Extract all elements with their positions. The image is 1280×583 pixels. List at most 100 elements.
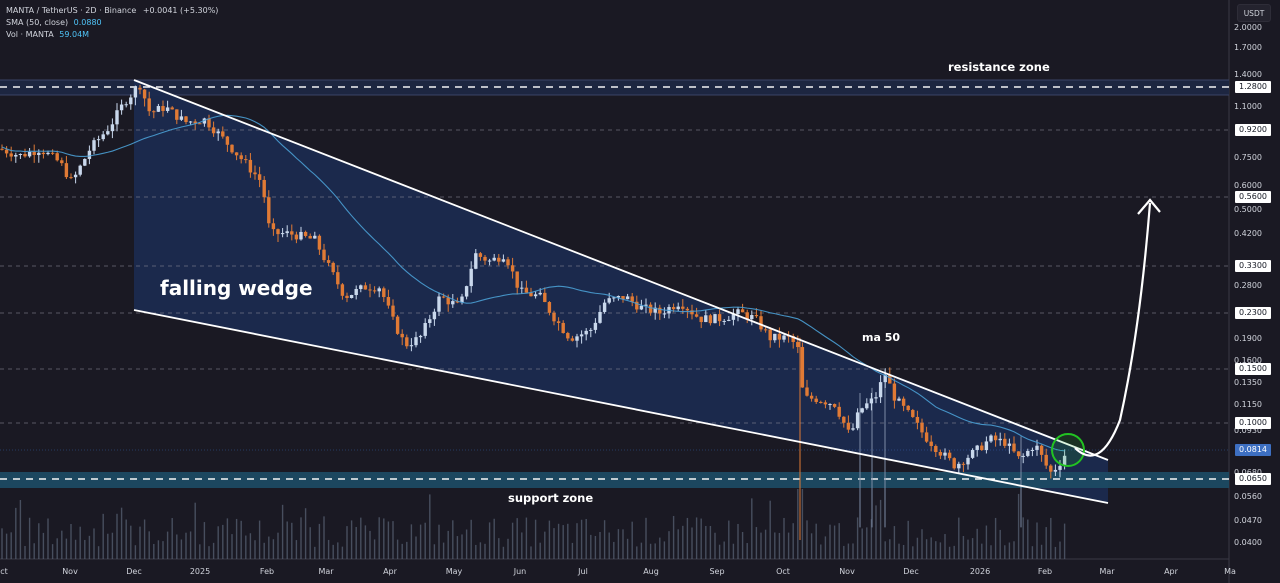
candle-body (943, 452, 947, 456)
candle-body (1044, 454, 1048, 466)
candle-body (805, 387, 809, 396)
candle-body (543, 292, 547, 303)
candle-body (699, 316, 703, 323)
candle-body (561, 322, 565, 334)
price-tick-label: 0.4200 (1234, 229, 1262, 238)
candle-body (27, 151, 32, 157)
candle-body (869, 398, 874, 404)
candle-body (690, 310, 694, 315)
price-tick-label: 2.0000 (1234, 23, 1262, 32)
candle-body (768, 329, 772, 341)
candle-body (368, 289, 372, 291)
time-tick-label: Feb (259, 567, 275, 576)
candle-body (299, 231, 303, 240)
candle-body (763, 329, 768, 331)
candle-body (538, 292, 542, 295)
symbol-row[interactable]: MANTA / TetherUS · 2D · Binance +0.0041 … (6, 5, 218, 17)
candle-body (685, 308, 690, 311)
candle-body (138, 87, 142, 90)
candle-body (317, 235, 322, 250)
candle-body (865, 403, 869, 409)
candle-body (993, 435, 998, 441)
candle-body (589, 329, 593, 331)
candle-body (179, 116, 184, 120)
arrow-head-icon (1137, 198, 1161, 215)
candle-body (1012, 443, 1016, 452)
candle-body (69, 177, 73, 179)
price-tick-label: 0.0400 (1234, 538, 1262, 547)
candle-body (524, 287, 529, 293)
candle-body (405, 337, 409, 347)
price-change: +0.0041 (+5.30%) (142, 6, 219, 15)
volume-row[interactable]: Vol · MANTA 59.04M (6, 29, 218, 41)
candle-body (740, 309, 745, 313)
candle-body (262, 179, 266, 198)
candle-body (106, 131, 110, 135)
current-price-badge: 0.0814 (1235, 444, 1271, 456)
candle-body (239, 155, 243, 160)
candle-body (704, 315, 708, 323)
candle-body (437, 296, 441, 312)
candle-body (340, 284, 345, 296)
time-tick-label: May (445, 567, 463, 576)
candle-body (860, 408, 864, 413)
time-tick-label: Nov (839, 567, 855, 576)
candle-body (193, 121, 197, 124)
candle-body (625, 296, 630, 300)
candle-body (1058, 466, 1062, 470)
candle-body (386, 297, 391, 306)
candle-body (230, 144, 234, 153)
candle-body (124, 104, 128, 106)
candle-body (336, 272, 340, 285)
candle-body (648, 304, 653, 313)
candle-body (501, 259, 506, 262)
candle-body (14, 154, 18, 157)
candle-body (800, 347, 805, 388)
level-price-badge: 0.3300 (1235, 260, 1271, 272)
candle-body (874, 397, 878, 399)
candle-body (970, 449, 975, 458)
candle-body (469, 268, 473, 287)
candle-body (276, 229, 280, 235)
candle-body (257, 174, 262, 180)
candle-body (4, 149, 9, 154)
candle-body (602, 302, 607, 312)
time-tick-label: Mar (318, 567, 334, 576)
candle-body (713, 314, 717, 324)
candle-body (372, 290, 377, 292)
candle-body (9, 153, 13, 157)
resistance-zone-label: resistance zone (948, 60, 1050, 74)
candle-body (533, 294, 538, 297)
candle-body (1007, 443, 1012, 446)
candle-body (584, 330, 588, 335)
candle-body (658, 307, 662, 314)
candle-body (607, 298, 611, 303)
support-zone-band (0, 472, 1229, 488)
projection-arrow-curve (1074, 202, 1152, 457)
candle-body (1039, 445, 1044, 455)
candle-body (87, 150, 92, 159)
candle-body (832, 404, 837, 407)
candle-body (791, 336, 795, 343)
candle-body (984, 441, 989, 451)
candle-body (938, 452, 943, 456)
candle-body (897, 398, 901, 401)
candle-body (234, 152, 239, 156)
currency-button[interactable]: USDT (1237, 4, 1271, 22)
time-tick-label: ct (0, 567, 8, 576)
candle-body (216, 131, 220, 134)
candle-body (133, 87, 138, 98)
candle-body (906, 405, 910, 411)
candle-body (989, 435, 993, 442)
candle-body (662, 313, 667, 315)
sma-row[interactable]: SMA (50, close) 0.0880 (6, 17, 218, 29)
candle-body (147, 98, 151, 112)
candle-body (313, 235, 317, 239)
candle-body (616, 296, 621, 298)
candle-body (382, 288, 386, 298)
candle-body (579, 334, 584, 337)
ma50-label: ma 50 (862, 331, 901, 344)
candle-body (998, 438, 1002, 441)
